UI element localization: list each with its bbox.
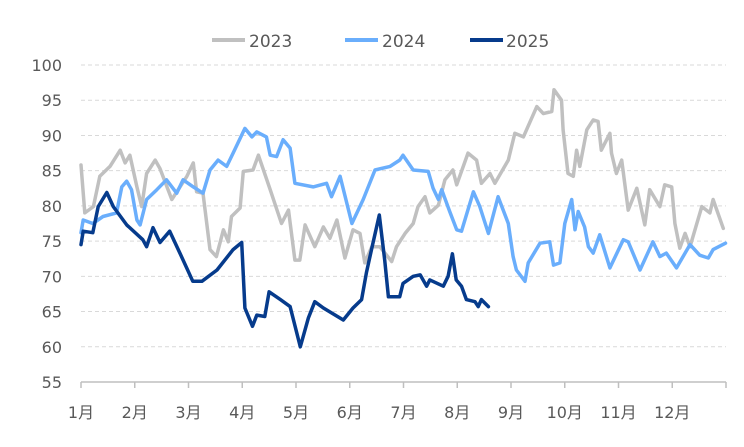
- legend-item-2025: 2025: [470, 32, 549, 52]
- x-tick-label: 3月: [175, 403, 201, 422]
- y-tick-label: 90: [42, 126, 62, 145]
- x-tick-label: 4月: [229, 403, 255, 422]
- legend-item-2023: 2023: [212, 32, 292, 52]
- x-tick-label: 5月: [283, 403, 309, 422]
- series-line-2025: [79, 190, 491, 349]
- y-tick-label: 100: [31, 56, 62, 75]
- x-tick-label: 1月: [68, 403, 94, 422]
- x-tick-label: 12月: [654, 403, 690, 422]
- series-line-2024: [79, 126, 728, 284]
- legend: 2023 2024 2025: [212, 32, 549, 52]
- x-tick-label: 11月: [600, 403, 636, 422]
- legend-label-2025: 2025: [506, 32, 549, 52]
- y-tick-label: 60: [42, 338, 62, 357]
- legend-label-2024: 2024: [382, 32, 425, 52]
- y-tick-label: 55: [42, 373, 62, 392]
- legend-item-2024: 2024: [345, 32, 425, 52]
- x-tick-label: 9月: [498, 403, 524, 422]
- y-tick-label: 65: [42, 303, 62, 322]
- x-tick-label: 7月: [390, 403, 416, 422]
- x-tick-label: 2月: [122, 403, 148, 422]
- x-tick-label: 10月: [547, 403, 583, 422]
- series-lines: [79, 87, 728, 349]
- legend-label-2023: 2023: [249, 32, 292, 52]
- x-tick-label: 6月: [337, 403, 363, 422]
- y-axis: 55 60 65 70 75 80 85 90 95 100: [31, 56, 62, 392]
- y-tick-label: 75: [42, 232, 62, 251]
- x-tick-label: 8月: [444, 403, 470, 422]
- y-tick-label: 70: [42, 267, 62, 286]
- y-tick-label: 80: [42, 197, 62, 216]
- y-tick-label: 85: [42, 162, 62, 181]
- x-axis: 1月 2月 3月 4月 5月 6月 7月 8月 9月 10月 11月 12月: [68, 381, 727, 422]
- series-line-2023: [79, 87, 726, 265]
- y-tick-label: 95: [42, 91, 62, 110]
